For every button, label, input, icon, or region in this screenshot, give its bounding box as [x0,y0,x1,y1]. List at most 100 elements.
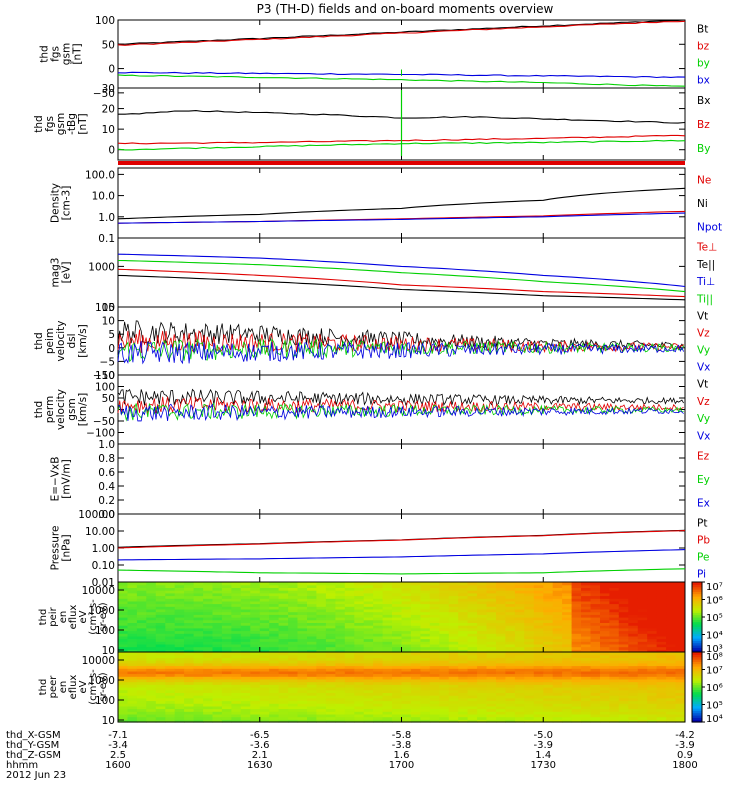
spectrogram-cell [269,660,280,664]
spectrogram-cell [458,660,469,664]
spectrogram-cell [590,708,601,712]
spectrogram-cell [448,665,459,669]
spectrogram-cell [543,697,554,702]
spectrogram-cell [571,654,582,658]
y-axis-label: gsm [55,113,67,135]
spectrogram-cell [373,608,384,613]
spectrogram-cell [203,584,214,588]
spectrogram-cell [250,622,261,626]
spectrogram-cell [647,700,658,704]
spectrogram-cell [496,641,506,645]
spectrogram-cell [354,625,365,629]
spectrogram-cell [136,582,147,586]
spectrogram-cell [250,646,261,650]
spectrogram-cell [609,630,620,634]
spectrogram-cell [675,697,686,702]
spectrogram-cell [316,695,327,699]
spectrogram-cell [514,703,525,707]
spectrogram-cell [486,608,497,613]
spectrogram-cell [656,681,667,685]
series-density-1 [117,210,686,224]
spectrogram-cell [325,646,336,650]
spectrogram-cell [250,619,261,623]
spectrogram-cell [335,646,346,650]
spectrogram-cell [486,703,497,707]
spectrogram-cell [496,665,506,669]
spectrogram-cell [297,595,308,599]
spectrogram-cell [193,625,204,629]
spectrogram-cell [174,676,185,680]
spectrogram-cell [675,662,686,667]
spectrogram-cell [467,695,478,699]
spectrogram-cell [146,619,157,623]
spectrogram-cell [316,687,327,691]
spectrogram-cell [656,665,667,669]
spectrogram-cell [467,678,478,683]
spectrogram-cell [184,617,195,621]
spectrogram-cell [496,687,506,691]
spectrogram-cell [307,633,317,637]
spectrogram-cell [288,692,299,696]
spectrogram-cell [231,668,242,672]
spectrogram-cell [637,619,648,623]
spectrogram-cell [221,719,232,723]
spectrogram-cell [392,598,402,602]
spectrogram-cell [514,665,525,669]
colorbar-label: 10⁸ [706,652,723,663]
spectrogram-cell [184,678,195,683]
spectrogram-cell [458,622,469,626]
spectrogram-cell [392,635,402,640]
spectrogram-cell [590,652,601,656]
spectrogram-cell [344,595,355,599]
spectrogram-cell [618,627,629,632]
spectrogram-cell [155,592,166,597]
spectrogram-cell [543,713,554,718]
spectrogram-cell [420,611,431,615]
spectrogram-cell [458,703,469,707]
spectrogram-cell [146,608,157,613]
spectrogram-cell [581,630,591,634]
spectrogram-cell [637,608,648,613]
spectrogram-cell [420,705,431,710]
spectrogram-cell [609,622,620,626]
spectrogram-cell [325,700,336,704]
spectrogram-cell [543,643,554,648]
legend-efield-1: Ey [697,474,710,486]
spectrogram-cell [155,700,166,704]
spectrogram-cell [203,641,214,645]
colorbar-cell [692,600,702,604]
spectrogram-cell [524,641,535,645]
spectrogram-cell [439,582,450,586]
spectrogram-cell [600,697,610,702]
spectrogram-cell [127,592,138,597]
spectrogram-cell [524,633,535,637]
spectrogram-cell [543,606,554,610]
spectrogram-cell [656,611,667,615]
spectrogram-cell [212,603,223,607]
spectrogram-cell [429,673,440,677]
spectrogram-cell [136,600,147,605]
spectrogram-cell [514,681,525,685]
spectrogram-cell [165,622,176,626]
spectrogram-cell [533,598,544,602]
spectrogram-cell [269,600,280,605]
spectrogram-cell [571,582,582,586]
spectrogram-cell [174,582,185,586]
spectrogram-cell [193,692,204,696]
spectrogram-cell [193,713,204,718]
spectrogram-cell [165,582,176,586]
spectrogram-cell [477,641,488,645]
spectrogram-cell [297,676,308,680]
spectrogram-cell [165,646,176,650]
spectrogram-cell [269,643,280,648]
spectrogram-cell [165,684,176,688]
spectrogram-cell [505,592,516,597]
spectrogram-cell [297,708,308,712]
spectrogram-cell [203,705,214,710]
spectrogram-cell [278,681,289,685]
spectrogram-cell [221,668,232,672]
spectrogram-cell [533,603,544,607]
spectrogram-cell [524,681,535,685]
spectrogram-cell [590,684,601,688]
spectrogram-cell [136,697,147,702]
